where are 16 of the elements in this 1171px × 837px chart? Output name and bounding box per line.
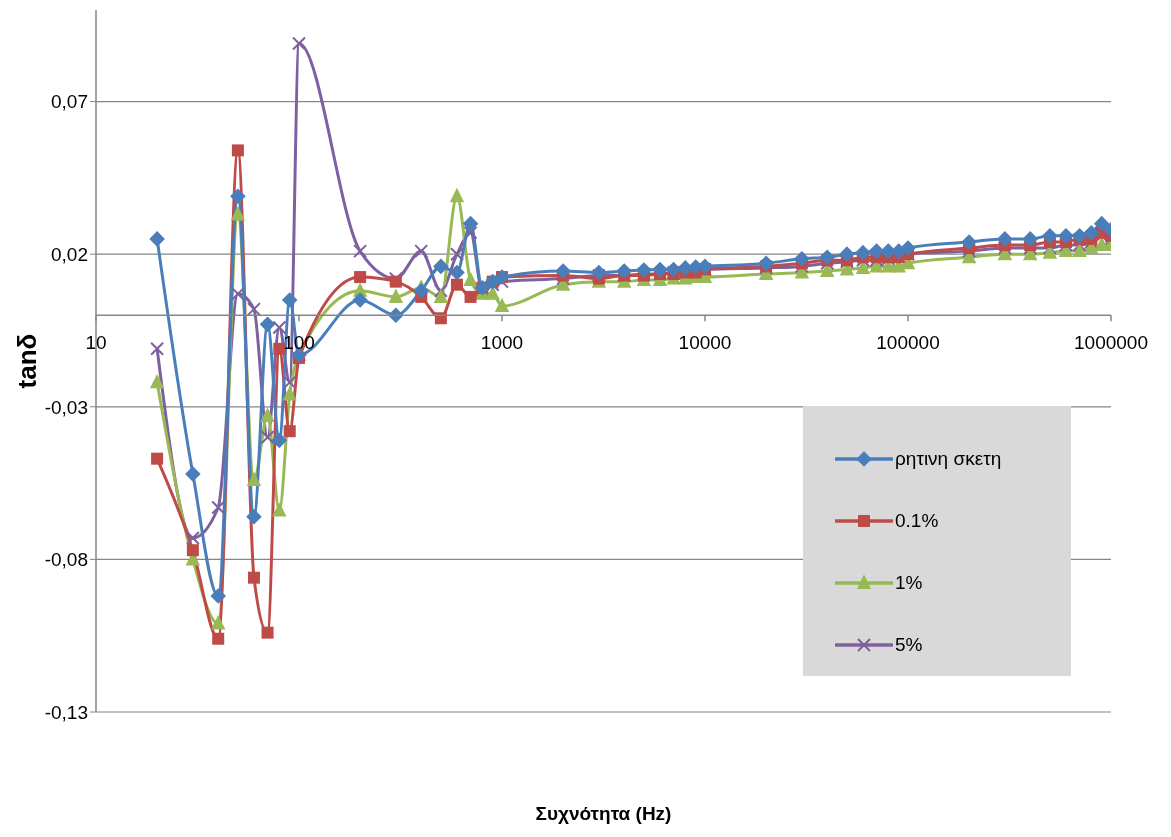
- y-tick-label: -0,13: [44, 701, 88, 723]
- legend-label: ρητινη σκετη: [895, 448, 1002, 470]
- x-tick-label: 1000: [480, 332, 524, 354]
- x-axis-title: Συχνότητα (Hz): [535, 803, 672, 824]
- y-tick-label: 0,02: [51, 243, 88, 265]
- y-tick-label: 0,07: [51, 91, 88, 113]
- x-tick-label: 1000000: [1074, 332, 1148, 354]
- y-tick-label: -0,03: [44, 396, 88, 418]
- y-axis-title: tanδ: [12, 333, 42, 389]
- x-tick-label: 10: [85, 332, 107, 354]
- legend-label: 1%: [895, 572, 923, 594]
- legend-label: 5%: [895, 634, 923, 656]
- x-tick-label: 100000: [876, 332, 940, 354]
- y-tick-label: -0,08: [44, 549, 88, 571]
- x-tick-label: 10000: [678, 332, 732, 354]
- legend-label: 0.1%: [895, 510, 939, 532]
